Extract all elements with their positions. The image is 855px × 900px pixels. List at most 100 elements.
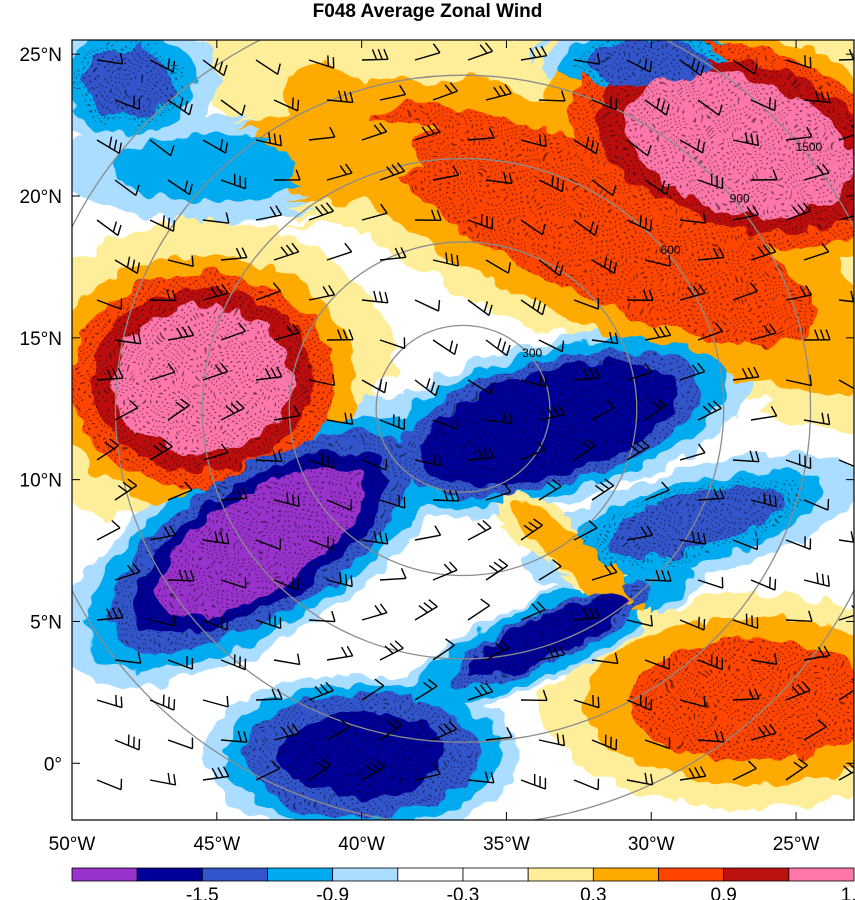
wind-barb xyxy=(467,379,494,395)
wind-barb xyxy=(750,242,777,261)
wind-barb xyxy=(220,247,248,261)
wind-barb xyxy=(220,400,245,421)
wind-barb xyxy=(520,601,546,621)
wind-barb xyxy=(573,438,597,461)
wind-barb xyxy=(149,525,177,541)
wind-barb xyxy=(697,730,725,743)
wind-barb xyxy=(149,139,175,157)
wind-barb xyxy=(785,681,811,701)
y-tick-label: 15°N xyxy=(20,329,62,350)
colorbar-box xyxy=(592,867,659,882)
wind-barb xyxy=(785,758,808,781)
wind-barb xyxy=(114,652,142,664)
significance-stipple xyxy=(85,47,175,118)
wind-barb xyxy=(679,139,706,154)
wind-barb xyxy=(803,412,831,426)
wind-barb xyxy=(167,656,194,670)
wind-barb xyxy=(273,405,301,421)
wind-barb xyxy=(626,58,653,73)
wind-barb xyxy=(220,576,247,589)
wind-barb xyxy=(573,219,599,236)
wind-barb xyxy=(803,572,830,587)
wind-barb xyxy=(149,215,176,232)
wind-barb xyxy=(114,96,141,110)
wind-barb xyxy=(167,179,193,196)
wind-barb xyxy=(255,366,283,381)
wind-barb xyxy=(467,771,495,784)
wind-barb xyxy=(644,325,672,341)
wind-barb xyxy=(485,171,513,185)
wind-barb xyxy=(485,411,513,425)
wind-barb xyxy=(591,179,617,197)
wind-barb xyxy=(626,694,653,711)
wind-barb xyxy=(750,576,777,591)
wind-barb xyxy=(520,774,547,790)
wind-barb xyxy=(167,398,190,421)
field-positive-contour xyxy=(351,40,459,76)
wind-barb xyxy=(167,481,193,501)
wind-barb xyxy=(255,760,280,781)
wind-barb xyxy=(785,285,813,301)
wind-barb xyxy=(697,488,725,501)
wind-barb xyxy=(750,97,777,112)
wind-barb xyxy=(573,367,601,381)
wind-barb xyxy=(626,139,652,157)
wind-barb xyxy=(379,495,406,509)
chart-title: F048 Average Zonal Wind xyxy=(312,1,543,22)
wind-barb xyxy=(626,439,650,461)
wind-barb xyxy=(679,212,707,224)
wind-barb xyxy=(750,169,778,181)
wind-barb xyxy=(308,202,334,221)
wind-barb xyxy=(308,374,336,387)
wind-barb xyxy=(167,97,193,116)
wind-barb xyxy=(273,97,300,112)
wind-barb xyxy=(273,169,301,181)
wind-barb xyxy=(326,719,350,741)
significance-stipple xyxy=(468,593,632,679)
colorbar-label: 0.3 xyxy=(580,885,606,900)
wind-barb xyxy=(432,720,458,741)
wind-barb xyxy=(379,337,406,350)
wind-barb xyxy=(308,55,335,69)
wind-barb xyxy=(573,298,600,310)
range-ring xyxy=(288,241,638,577)
wind-barb xyxy=(379,640,404,661)
wind-barb xyxy=(750,405,778,421)
wind-barb xyxy=(591,734,618,751)
wind-barb xyxy=(96,136,123,155)
wind-barb xyxy=(202,695,229,708)
wind-barb xyxy=(732,282,758,301)
wind-barb xyxy=(326,242,353,261)
wind-barb xyxy=(202,57,228,77)
wind-barb xyxy=(591,331,619,345)
x-tick-label: 25°W xyxy=(773,834,820,855)
colorbar-box xyxy=(71,867,138,882)
range-ring-label: 900 xyxy=(730,192,750,206)
wind-barb xyxy=(626,289,654,302)
colorbar-label: 1.5 xyxy=(841,885,855,900)
wind-barb xyxy=(838,678,854,701)
wind-barb xyxy=(803,163,830,181)
wind-barb xyxy=(202,616,229,631)
wind-barb xyxy=(432,252,459,267)
wind-barb xyxy=(626,615,653,627)
wind-barb xyxy=(803,242,830,261)
wind-barb xyxy=(414,43,441,61)
wind-barb xyxy=(538,90,566,102)
wind-barb xyxy=(538,175,565,193)
wind-barb xyxy=(538,339,565,353)
wind-barb xyxy=(520,297,546,316)
wind-barb xyxy=(697,322,724,341)
wind-barb xyxy=(485,84,512,101)
wind-barb xyxy=(644,398,667,421)
plot-frame xyxy=(71,39,855,821)
wind-barb xyxy=(273,576,300,591)
wind-barb xyxy=(361,48,389,61)
wind-barb xyxy=(114,478,138,501)
wind-barb xyxy=(114,179,140,197)
wind-barb xyxy=(485,483,512,501)
wind-barb xyxy=(679,443,706,461)
wind-barb xyxy=(520,45,548,61)
wind-barb xyxy=(255,450,283,463)
range-ring-label: 300 xyxy=(522,346,542,360)
